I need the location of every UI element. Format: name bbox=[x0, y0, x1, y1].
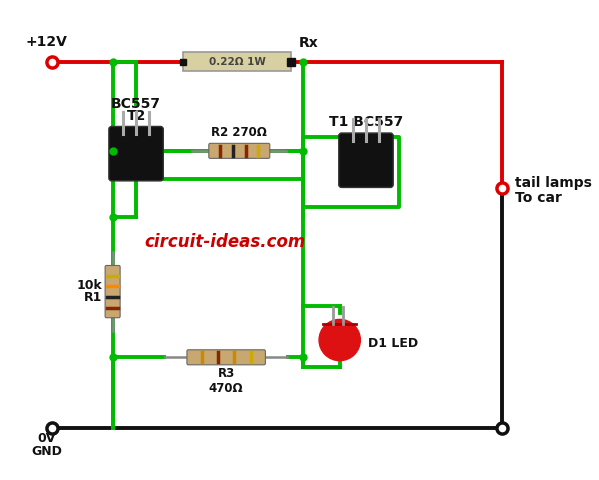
Text: R2 270Ω: R2 270Ω bbox=[211, 126, 267, 139]
Text: circuit-ideas.com: circuit-ideas.com bbox=[144, 233, 306, 251]
Text: tail lamps: tail lamps bbox=[515, 176, 592, 190]
Text: R1: R1 bbox=[83, 291, 102, 304]
Circle shape bbox=[319, 319, 361, 360]
Text: BC557: BC557 bbox=[111, 97, 161, 111]
Text: +12V: +12V bbox=[26, 35, 68, 48]
FancyBboxPatch shape bbox=[339, 133, 393, 188]
Text: D1 LED: D1 LED bbox=[368, 337, 418, 350]
Text: 0V: 0V bbox=[38, 432, 56, 445]
FancyBboxPatch shape bbox=[183, 52, 291, 71]
Text: GND: GND bbox=[32, 444, 62, 457]
Text: T2: T2 bbox=[126, 108, 146, 122]
Text: R3
470Ω: R3 470Ω bbox=[209, 367, 243, 395]
Text: T1 BC557: T1 BC557 bbox=[329, 115, 403, 129]
FancyBboxPatch shape bbox=[105, 265, 120, 318]
Text: 0.22Ω 1W: 0.22Ω 1W bbox=[208, 57, 265, 67]
Text: 10k: 10k bbox=[76, 279, 102, 292]
Text: To car: To car bbox=[515, 191, 562, 205]
Text: Rx: Rx bbox=[298, 36, 318, 50]
FancyBboxPatch shape bbox=[109, 126, 164, 181]
FancyBboxPatch shape bbox=[187, 350, 265, 365]
FancyBboxPatch shape bbox=[209, 144, 270, 158]
